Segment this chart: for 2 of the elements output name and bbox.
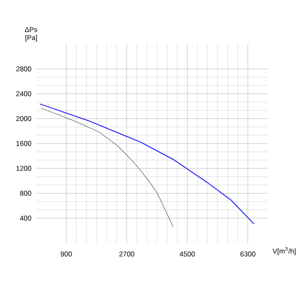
line-series	[40, 104, 254, 224]
line-series	[40, 108, 174, 228]
